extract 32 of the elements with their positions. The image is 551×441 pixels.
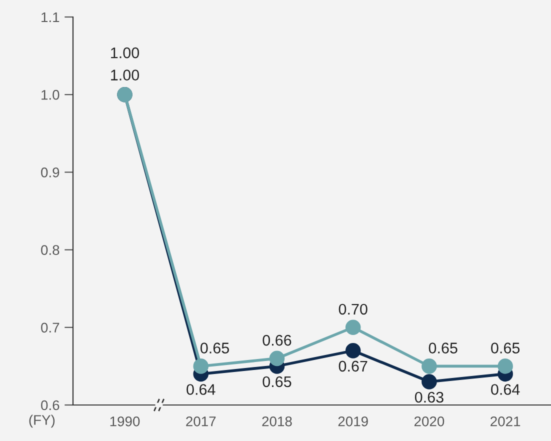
data-label: 0.65 <box>262 376 292 388</box>
point <box>422 374 437 390</box>
x-tick-label: 2018 <box>262 416 292 426</box>
x-tick-label: 1990 <box>110 416 140 426</box>
data-label: 0.65 <box>491 342 520 354</box>
x-tick-label: 2019 <box>338 416 368 426</box>
y-tick-label: 1.1 <box>42 12 60 22</box>
x-axis-title: (FY) <box>29 414 55 428</box>
y-tick-label: 1.0 <box>42 90 60 100</box>
point <box>269 350 285 366</box>
x-tick-label: 2021 <box>490 416 520 426</box>
x-tick-label: 2020 <box>414 416 444 426</box>
point <box>422 358 437 374</box>
y-tick-label: 0.8 <box>41 245 60 255</box>
data-label: 0.64 <box>186 384 216 395</box>
point <box>498 358 513 374</box>
point <box>345 343 361 358</box>
data-label: 0.64 <box>491 384 520 395</box>
x-tick-label: 2017 <box>186 416 216 426</box>
data-label: 0.66 <box>262 334 292 346</box>
data-label: 0.67 <box>338 360 368 372</box>
y-tick-label: 0.9 <box>41 168 60 178</box>
data-label: 0.63 <box>414 392 444 403</box>
point <box>193 358 209 374</box>
data-label: 0.65 <box>200 342 229 354</box>
data-label: 0.70 <box>338 304 368 315</box>
data-label: 1.00 <box>111 47 140 58</box>
data-label: 1.00 <box>111 70 140 80</box>
y-tick-label: 0.6 <box>41 400 60 410</box>
y-tick-label: 0.7 <box>41 322 60 333</box>
point <box>345 320 361 336</box>
data-label: 0.65 <box>428 342 458 354</box>
